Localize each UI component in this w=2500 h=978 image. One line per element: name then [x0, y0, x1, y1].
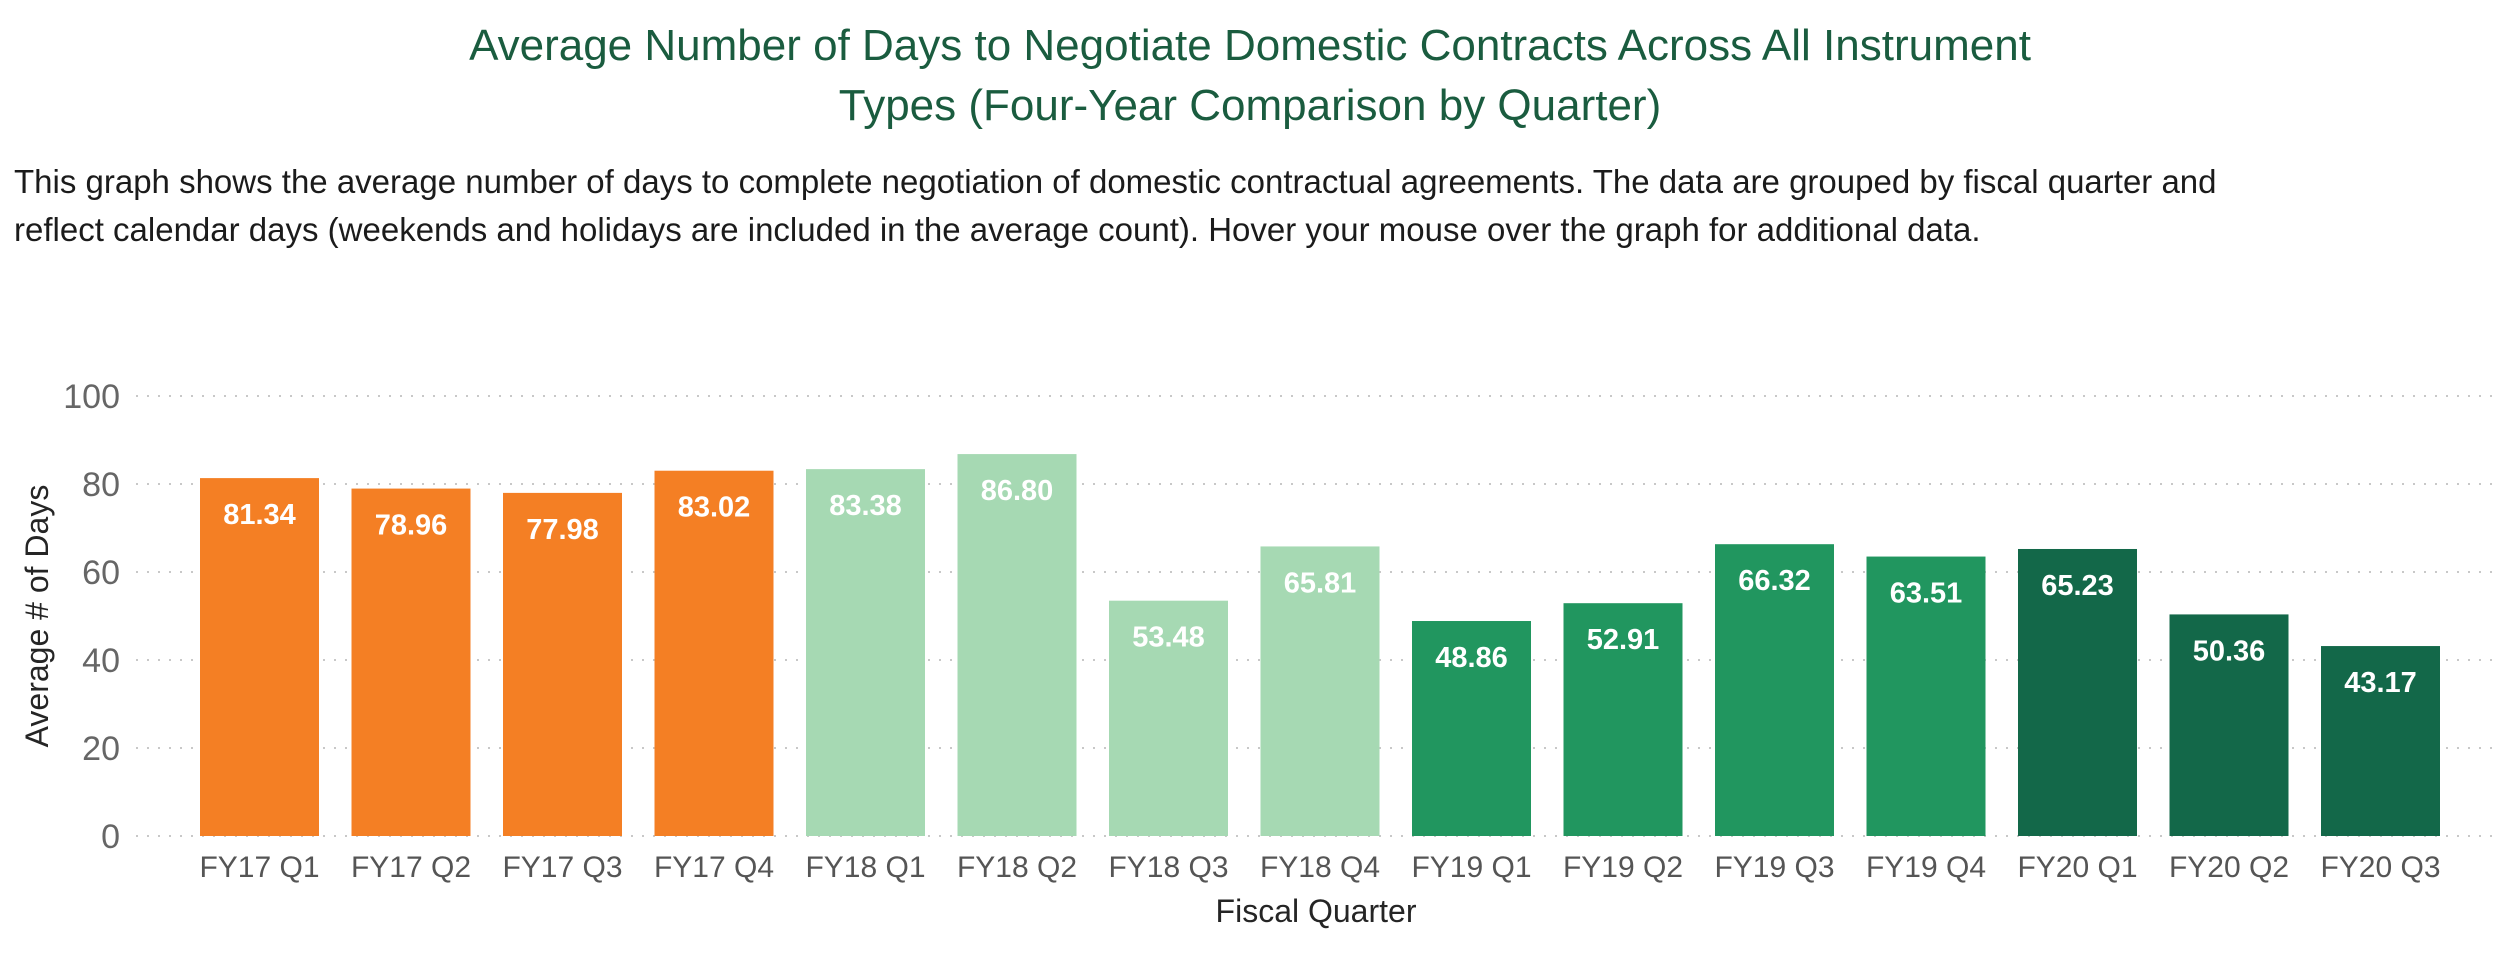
data-labels: 81.34 78.96 77.98 83.02 83.38 86.80 53.48 65.81…	[223, 475, 2417, 699]
data-label: 77.98	[526, 514, 599, 546]
x-tick-label: FY17 Q2	[351, 851, 471, 884]
y-tick-label: 20	[82, 730, 120, 768]
y-tick-label: 60	[82, 554, 120, 592]
x-tick-label: FY18 Q3	[1108, 851, 1228, 884]
data-label: 65.23	[2041, 570, 2114, 602]
x-tick-label: FY17 Q3	[502, 851, 622, 884]
x-tick-label: FY19 Q2	[1563, 851, 1683, 884]
x-tick-label: FY20 Q3	[2320, 851, 2440, 884]
chart-title-line-2: Types (Four-Year Comparison by Quarter)	[838, 81, 1662, 130]
data-label: 63.51	[1890, 578, 1963, 610]
data-label: 86.80	[981, 475, 1054, 507]
x-tick-label: FY18 Q4	[1260, 851, 1380, 884]
bar-fy17-q2[interactable]	[351, 488, 471, 836]
data-label: 48.86	[1435, 642, 1508, 674]
x-tick-label: FY20 Q1	[2017, 851, 2137, 884]
chart-description: This graph shows the average number of d…	[14, 158, 2494, 254]
bar-fy18-q3[interactable]	[1109, 600, 1228, 836]
bar-fy18-q2[interactable]	[957, 454, 1077, 836]
description-line-2: reflect calendar days (weekends and holi…	[14, 211, 1981, 248]
data-label: 66.32	[1738, 565, 1811, 597]
x-tick-label: FY19 Q4	[1866, 851, 1986, 884]
data-label: 43.17	[2344, 667, 2417, 699]
data-label: 83.02	[678, 492, 751, 524]
x-axis-ticks: FY17 Q1 FY17 Q2 FY17 Q3 FY17 Q4 FY18 Q1 FY18 …	[199, 851, 2440, 884]
x-tick-label: FY19 Q3	[1714, 851, 1834, 884]
y-tick-label: 40	[82, 642, 120, 680]
bar-fy17-q3[interactable]	[503, 492, 622, 836]
y-tick-label: 80	[82, 466, 120, 504]
bar-fy18-q4[interactable]	[1260, 546, 1380, 836]
y-tick-label: 100	[63, 378, 120, 416]
bar-fy19-q3[interactable]	[1715, 544, 1834, 836]
data-label: 52.91	[1587, 624, 1660, 656]
chart-title-line-1: Average Number of Days to Negotiate Dome…	[469, 21, 2031, 70]
chart-title: Average Number of Days to Negotiate Dome…	[0, 16, 2500, 136]
bar-fy20-q2[interactable]	[2169, 614, 2289, 836]
data-label: 83.38	[829, 490, 902, 522]
bar-fy18-q1[interactable]	[806, 469, 925, 836]
x-tick-label: FY18 Q1	[805, 851, 925, 884]
bar-fy19-q1[interactable]	[1412, 621, 1531, 836]
y-axis-title: Average # of Days	[19, 485, 55, 748]
x-tick-label: FY17 Q1	[199, 851, 319, 884]
description-line-1: This graph shows the average number of d…	[14, 163, 2217, 200]
data-label: 53.48	[1132, 622, 1205, 654]
bar-fy17-q1[interactable]	[200, 478, 319, 836]
bar-fy20-q3[interactable]	[2321, 646, 2440, 836]
data-label: 65.81	[1284, 567, 1357, 599]
bar-fy17-q4[interactable]	[654, 470, 774, 836]
data-label: 78.96	[375, 510, 448, 542]
x-tick-label: FY20 Q2	[2169, 851, 2289, 884]
bar-fy19-q4[interactable]	[1866, 556, 1986, 836]
data-label: 81.34	[223, 499, 296, 531]
x-tick-label: FY18 Q2	[957, 851, 1077, 884]
bar-fy19-q2[interactable]	[1563, 603, 1683, 836]
x-axis-title: Fiscal Quarter	[1216, 893, 1417, 929]
bar-fy20-q1[interactable]	[2018, 548, 2137, 836]
data-label: 50.36	[2193, 635, 2266, 667]
y-tick-label: 0	[101, 818, 120, 856]
x-tick-label: FY17 Q4	[654, 851, 774, 884]
x-tick-label: FY19 Q1	[1411, 851, 1531, 884]
bars[interactable]	[200, 454, 2440, 836]
y-axis-ticks: 0 20 40 60 80 100	[63, 378, 120, 856]
